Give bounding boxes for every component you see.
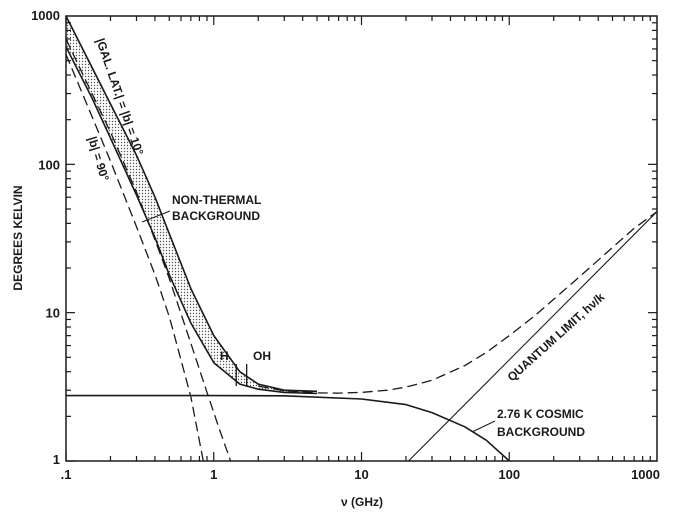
annotation-quantum-limit: QUANTUM LIMIT, hν/k (505, 290, 608, 384)
y-tick-label: 1 (53, 452, 60, 467)
series-line-3 (65, 54, 204, 462)
x-tick-label: 1000 (631, 467, 660, 482)
galactic-band-shading (66, 16, 317, 394)
series-line-6 (258, 211, 658, 394)
nonthermal-leader-line (141, 210, 171, 223)
x-tick-label: .1 (61, 467, 72, 482)
annotation-oh: OH (253, 349, 271, 363)
x-tick-label: 1 (210, 467, 217, 482)
y-tick-label: 10 (46, 306, 60, 321)
line-markers (235, 364, 248, 387)
x-tick-label: 10 (354, 467, 368, 482)
series-line-1 (65, 46, 318, 395)
annotation-nonthermal-line2: BACKGROUND (172, 209, 260, 223)
annotation-b-90: |b| = 90° (85, 135, 112, 183)
annotation-cosmic-line2: BACKGROUND (497, 425, 585, 439)
x-tick-label: 100 (498, 467, 520, 482)
y-tick-label: 100 (38, 157, 60, 172)
annotation-cosmic-line1: 2.76 K COSMIC (497, 407, 584, 421)
series-line-4 (66, 394, 510, 462)
annotation-h: H (220, 349, 229, 363)
series-line-0 (65, 15, 318, 393)
y-tick-label: 1000 (31, 8, 60, 23)
x-axis-title: ν (GHz) (341, 495, 383, 509)
y-axis-title: DEGREES KELVIN (11, 185, 25, 290)
series-layer (65, 15, 658, 462)
series-line-2 (65, 38, 232, 462)
series-line-5 (408, 211, 658, 462)
annotation-nonthermal-line1: NON-THERMAL (172, 193, 261, 207)
cosmic-leader-line (471, 420, 496, 433)
